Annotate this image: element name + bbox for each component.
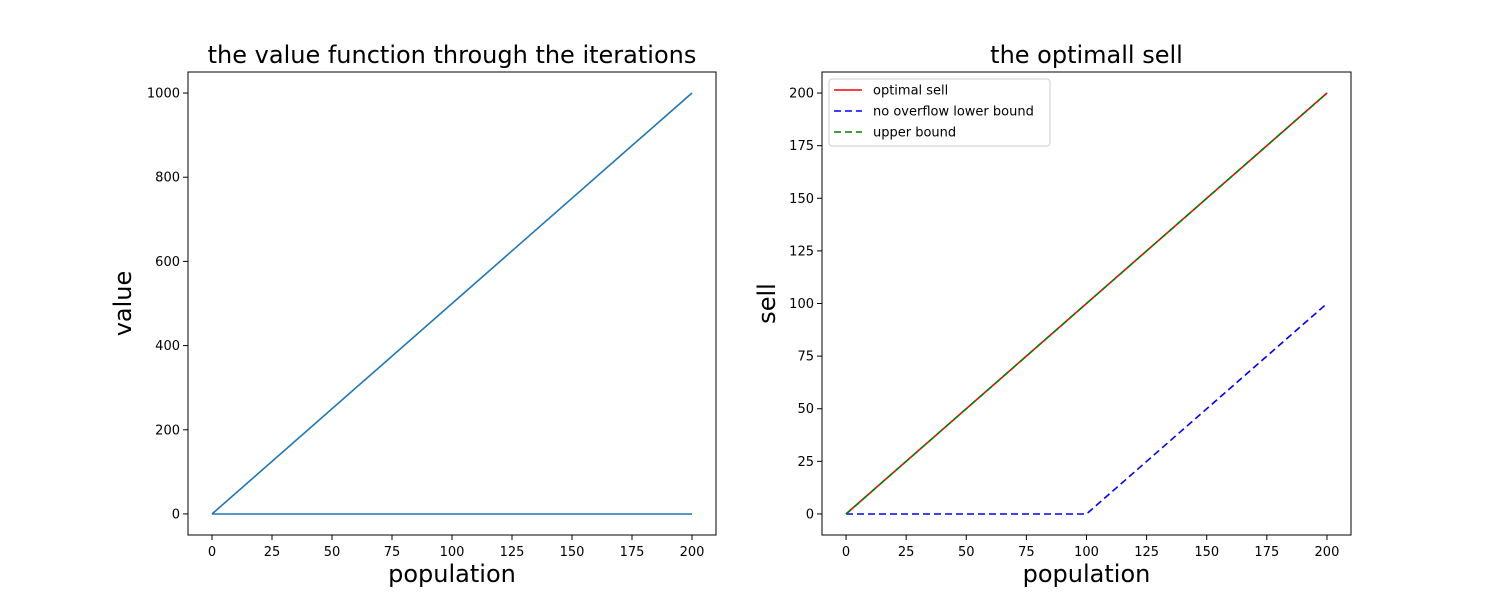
y-tick-label: 200: [789, 87, 814, 102]
legend-box: [828, 78, 1051, 147]
y-axis-label: value: [109, 271, 137, 337]
legend-item-label: no overflow lower bound: [873, 105, 1034, 120]
y-tick-label: 100: [789, 297, 814, 312]
x-tick-label: 25: [264, 545, 281, 560]
series-line-1: [211, 92, 693, 515]
series-line-no-overflow-lower-bound: [846, 302, 1328, 515]
y-tick-label: 400: [155, 339, 180, 354]
x-tick-label: 25: [898, 545, 915, 560]
y-tick-label: 200: [155, 423, 180, 438]
y-tick-label: 150: [789, 192, 814, 207]
x-tick-label: 150: [560, 545, 585, 560]
x-tick-label: 0: [208, 545, 216, 560]
legend-item-label: upper bound: [873, 126, 956, 141]
y-tick-label: 125: [789, 244, 814, 259]
x-tick-label: 50: [324, 545, 341, 560]
x-tick-label: 175: [1254, 545, 1279, 560]
y-tick-label: 175: [789, 139, 814, 154]
chart-value-function: the value function through the iteration…: [109, 41, 717, 588]
x-axis-label: population: [388, 560, 516, 588]
x-tick-label: 50: [958, 545, 975, 560]
x-tick-label: 100: [1074, 545, 1099, 560]
x-tick-label: 200: [1315, 545, 1340, 560]
y-tick-label: 25: [797, 455, 814, 470]
x-tick-label: 150: [1194, 545, 1219, 560]
y-tick-label: 0: [172, 507, 180, 522]
series-line-upper-bound: [845, 92, 1328, 515]
x-tick-label: 125: [1134, 545, 1159, 560]
chart-title: the optimall sell: [990, 41, 1183, 69]
x-tick-label: 175: [620, 545, 645, 560]
y-tick-label: 600: [155, 255, 180, 270]
y-tick-label: 0: [806, 507, 814, 522]
y-tick-label: 50: [797, 402, 814, 417]
x-tick-label: 100: [440, 545, 465, 560]
y-axis-label: sell: [753, 283, 781, 324]
y-tick-label: 1000: [147, 87, 180, 102]
x-tick-label: 75: [384, 545, 401, 560]
x-tick-label: 0: [842, 545, 850, 560]
chart-title: the value function through the iteration…: [208, 41, 697, 69]
x-tick-label: 125: [500, 545, 525, 560]
y-tick-label: 800: [155, 171, 180, 186]
x-tick-label: 75: [1018, 545, 1035, 560]
x-tick-label: 200: [680, 545, 705, 560]
x-axis-label: population: [1023, 560, 1151, 588]
legend-item-label: optimal sell: [873, 84, 948, 99]
chart-optimal-sell: the optimall sell population sell 0 25 50 7…: [753, 41, 1352, 588]
y-tick-label: 75: [797, 350, 814, 365]
legend: optimal sell no overflow lower bound upper…: [828, 78, 1051, 147]
